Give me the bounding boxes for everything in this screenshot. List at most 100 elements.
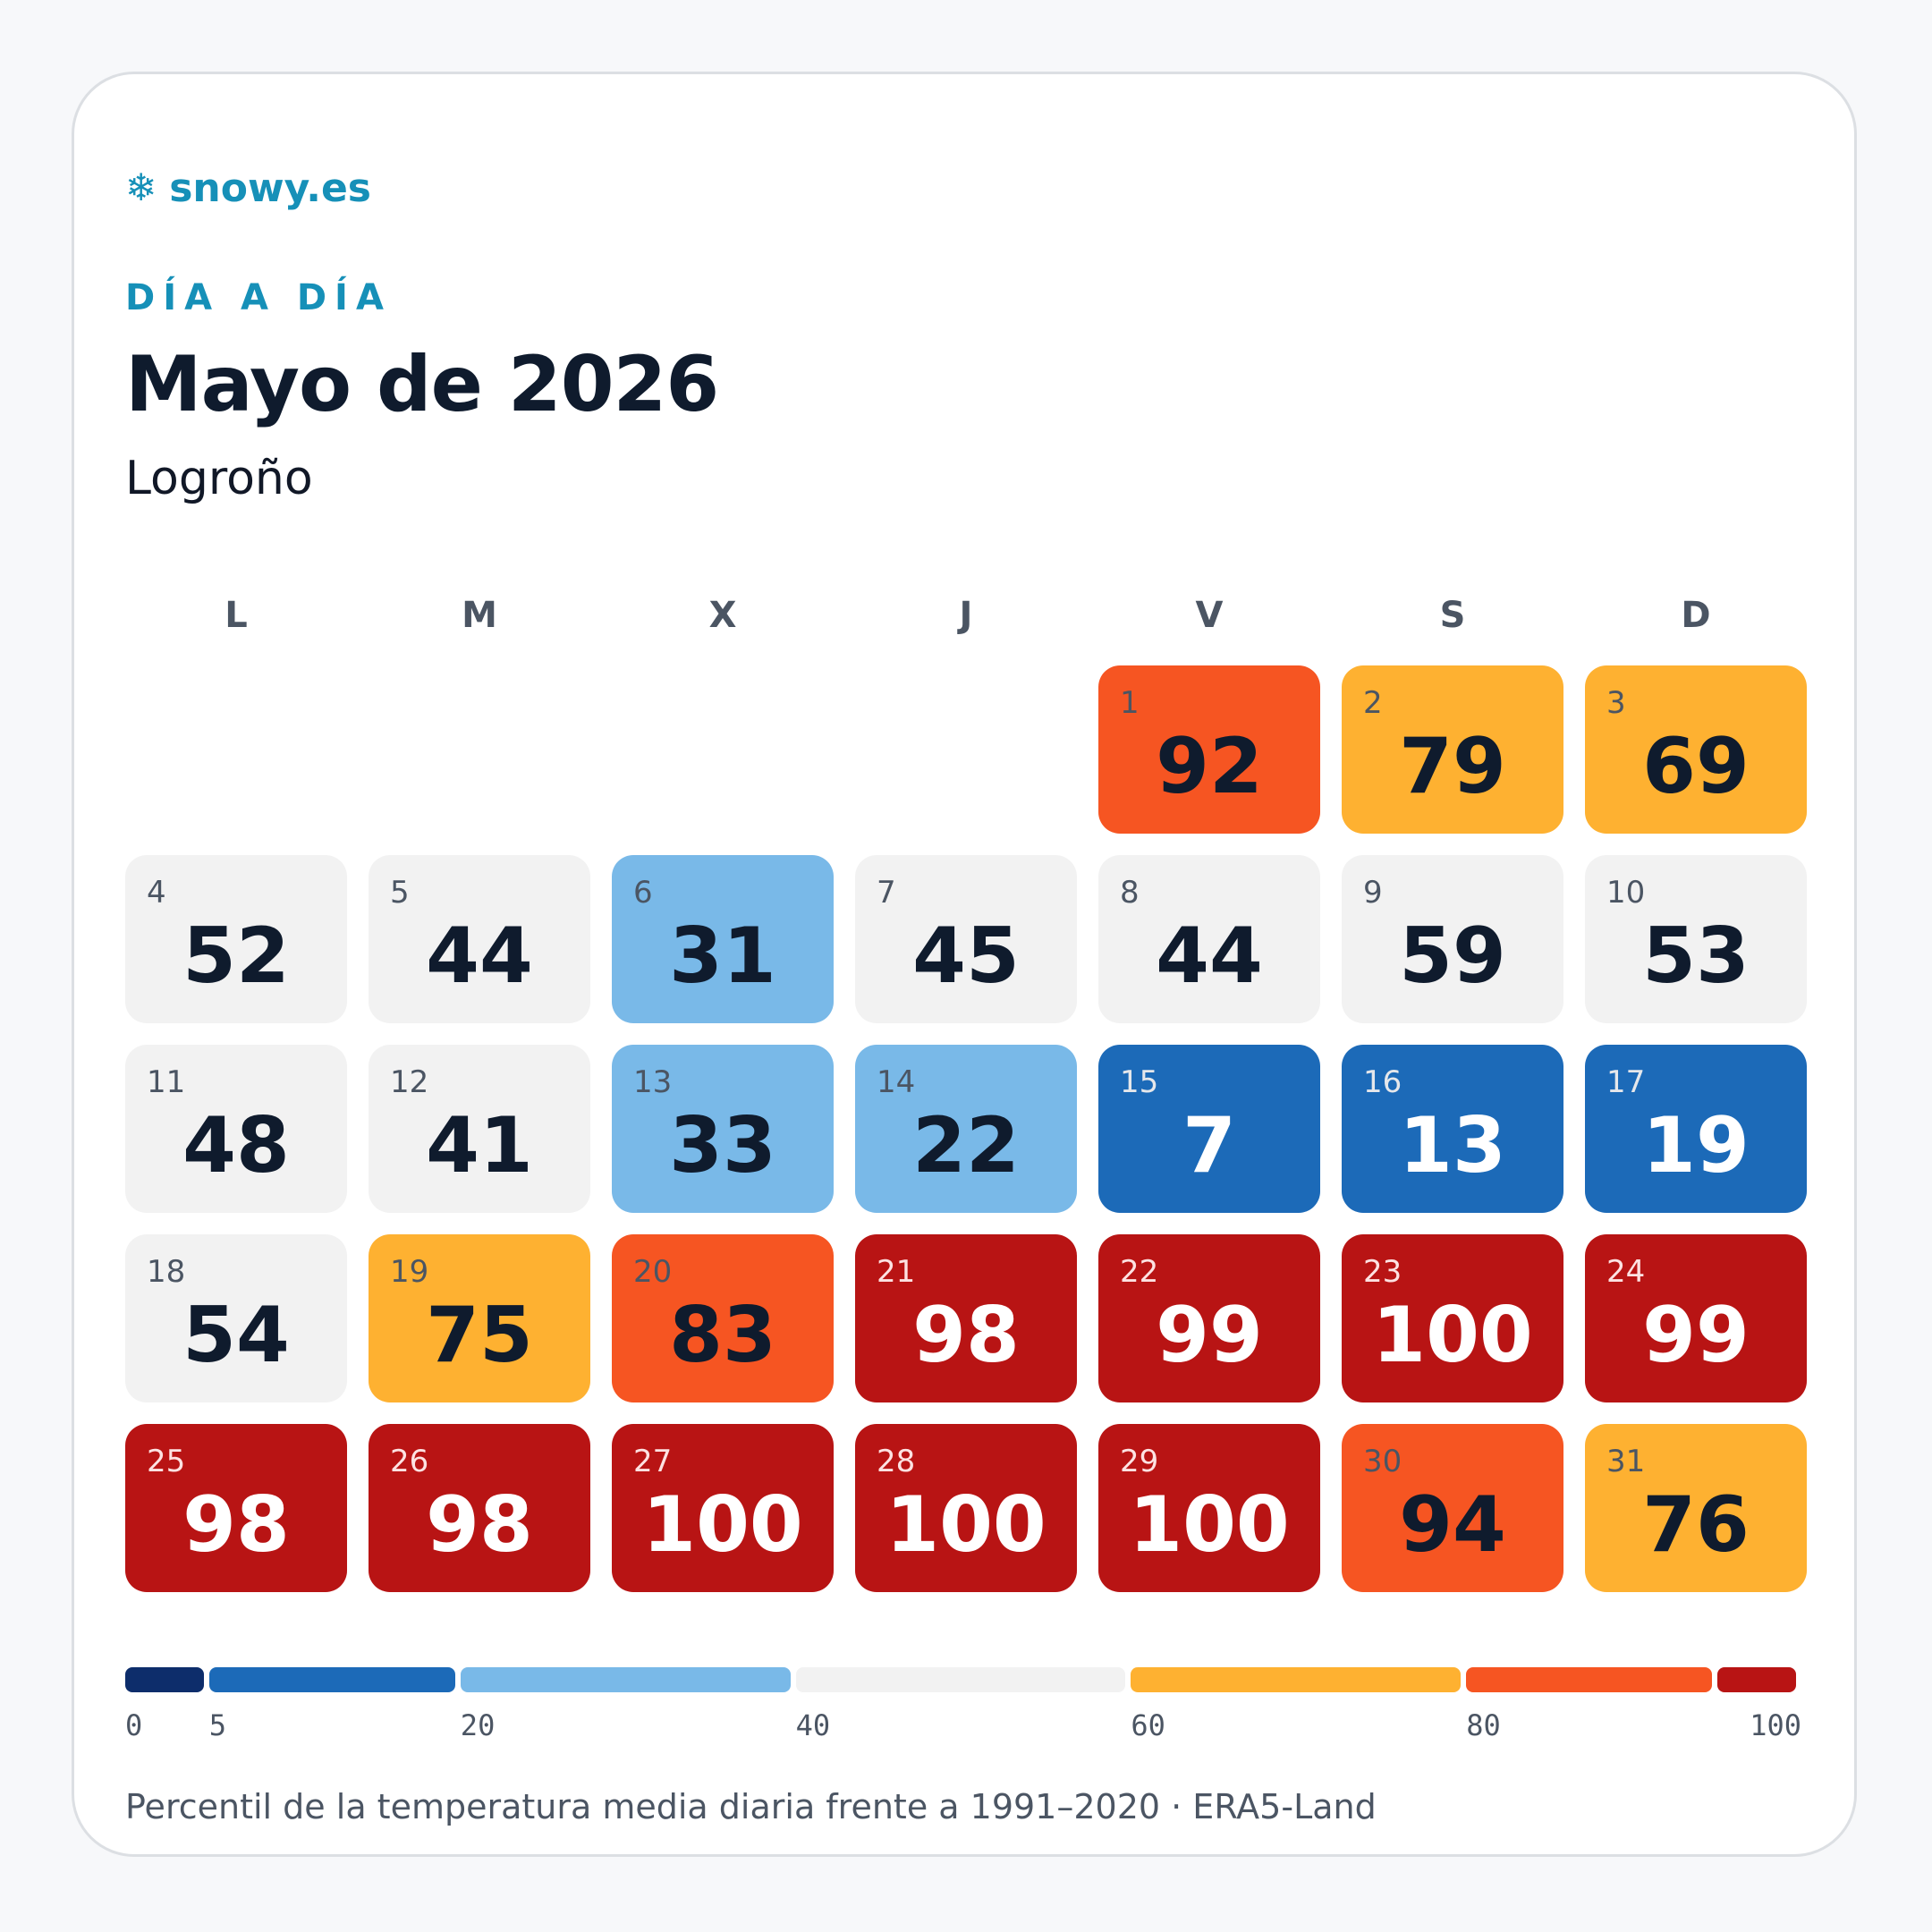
day-number: 26: [390, 1444, 429, 1479]
day-number: 14: [877, 1064, 916, 1100]
day-number: 12: [390, 1064, 429, 1100]
legend-swatch: [1717, 1667, 1796, 1692]
day-cell[interactable]: 18 54: [125, 1234, 347, 1402]
day-cell[interactable]: 11 48: [125, 1045, 347, 1213]
day-cell[interactable]: 31 76: [1585, 1424, 1807, 1592]
weekday-label: X: [708, 595, 737, 636]
percentile-value: 100: [1129, 1480, 1290, 1570]
weekday-label: S: [1439, 595, 1466, 636]
day-cell[interactable]: 22 99: [1098, 1234, 1320, 1402]
percentile-value: 59: [1399, 911, 1506, 1001]
day-number: 20: [633, 1254, 673, 1290]
brand-logo[interactable]: ❄ snowy.es: [125, 161, 371, 215]
day-cell[interactable]: 30 94: [1342, 1424, 1563, 1592]
percentile-value: 19: [1642, 1101, 1750, 1191]
legend-swatch: [460, 1667, 791, 1692]
weekday-label: V: [1195, 595, 1224, 636]
day-cell[interactable]: 27 100: [612, 1424, 834, 1592]
percentile-value: 44: [426, 911, 533, 1001]
day-number: 28: [877, 1444, 916, 1479]
weekday-label: J: [959, 595, 973, 636]
day-number: 18: [147, 1254, 186, 1290]
day-cell[interactable]: 12 41: [369, 1045, 590, 1213]
weekday-label: L: [225, 595, 248, 636]
day-number: 4: [147, 875, 166, 911]
day-number: 13: [633, 1064, 673, 1100]
day-cell[interactable]: 25 98: [125, 1424, 347, 1592]
day-number: 2: [1363, 685, 1383, 721]
weekday-label: M: [462, 595, 497, 636]
day-number: 24: [1606, 1254, 1646, 1290]
legend-tick-label: 60: [1131, 1708, 1165, 1742]
day-number: 16: [1363, 1064, 1402, 1100]
percentile-value: 69: [1642, 722, 1750, 811]
brand-name: snowy.es: [169, 165, 371, 211]
page-title: Mayo de 2026: [125, 340, 719, 429]
section-eyebrow: DÍA A DÍA: [125, 277, 392, 318]
percentile-value: 94: [1399, 1480, 1506, 1570]
percentile-value: 76: [1642, 1480, 1750, 1570]
day-number: 11: [147, 1064, 186, 1100]
percentile-value: 83: [669, 1291, 776, 1380]
legend-tick-label: 0: [125, 1708, 143, 1742]
day-cell[interactable]: 16 13: [1342, 1045, 1563, 1213]
day-number: 27: [633, 1444, 673, 1479]
percentile-value: 75: [426, 1291, 533, 1380]
percentile-value: 48: [182, 1101, 290, 1191]
weekday-label: D: [1681, 595, 1711, 636]
day-number: 19: [390, 1254, 429, 1290]
day-number: 1: [1120, 685, 1140, 721]
day-number: 22: [1120, 1254, 1159, 1290]
day-number: 7: [877, 875, 896, 911]
day-number: 9: [1363, 875, 1383, 911]
percentile-value: 44: [1156, 911, 1263, 1001]
day-cell[interactable]: 13 33: [612, 1045, 834, 1213]
day-cell[interactable]: 15 7: [1098, 1045, 1320, 1213]
percentile-value: 31: [669, 911, 776, 1001]
day-cell[interactable]: 6 31: [612, 855, 834, 1023]
day-cell[interactable]: 26 98: [369, 1424, 590, 1592]
day-cell[interactable]: 4 52: [125, 855, 347, 1023]
day-cell[interactable]: 2 79: [1342, 665, 1563, 834]
day-cell[interactable]: 24 99: [1585, 1234, 1807, 1402]
day-number: 10: [1606, 875, 1646, 911]
day-cell[interactable]: 10 53: [1585, 855, 1807, 1023]
snowflake-icon: ❄: [125, 165, 157, 209]
day-cell[interactable]: 28 100: [855, 1424, 1077, 1592]
percentile-value: 22: [912, 1101, 1020, 1191]
percentile-value: 99: [1156, 1291, 1263, 1380]
day-cell[interactable]: 17 19: [1585, 1045, 1807, 1213]
percentile-value: 92: [1156, 722, 1263, 811]
percentile-value: 52: [182, 911, 290, 1001]
day-number: 15: [1120, 1064, 1159, 1100]
percentile-value: 100: [1372, 1291, 1533, 1380]
percentile-value: 100: [886, 1480, 1046, 1570]
footnote: Percentil de la temperatura media diaria…: [125, 1787, 1377, 1826]
legend-tick-label: 5: [208, 1708, 226, 1742]
day-number: 6: [633, 875, 653, 911]
percentile-value: 13: [1399, 1101, 1506, 1191]
day-cell[interactable]: 23 100: [1342, 1234, 1563, 1402]
day-number: 29: [1120, 1444, 1159, 1479]
percentile-value: 79: [1399, 722, 1506, 811]
legend-tick-label: 20: [460, 1708, 496, 1742]
day-cell[interactable]: 1 92: [1098, 665, 1320, 834]
day-cell[interactable]: 14 22: [855, 1045, 1077, 1213]
day-number: 21: [877, 1254, 916, 1290]
day-cell[interactable]: 8 44: [1098, 855, 1320, 1023]
day-cell[interactable]: 21 98: [855, 1234, 1077, 1402]
day-number: 3: [1606, 685, 1626, 721]
day-cell[interactable]: 9 59: [1342, 855, 1563, 1023]
day-cell[interactable]: 19 75: [369, 1234, 590, 1402]
legend-swatch: [795, 1667, 1126, 1692]
day-cell[interactable]: 7 45: [855, 855, 1077, 1023]
percentile-value: 45: [912, 911, 1020, 1001]
percentile-value: 33: [669, 1101, 776, 1191]
percentile-value: 99: [1642, 1291, 1750, 1380]
day-cell[interactable]: 5 44: [369, 855, 590, 1023]
day-number: 31: [1606, 1444, 1646, 1479]
percentile-value: 98: [182, 1480, 290, 1570]
day-cell[interactable]: 29 100: [1098, 1424, 1320, 1592]
day-cell[interactable]: 3 69: [1585, 665, 1807, 834]
day-cell[interactable]: 20 83: [612, 1234, 834, 1402]
